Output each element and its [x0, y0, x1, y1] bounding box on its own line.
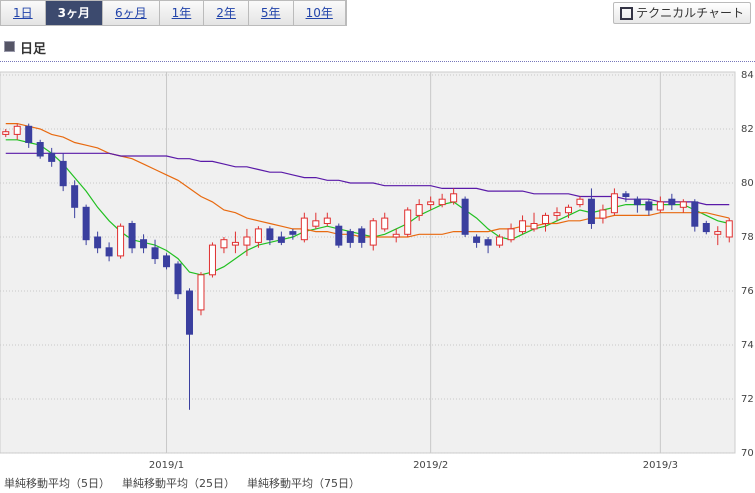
legend-entry: 単純移動平均（25日）: [122, 476, 235, 490]
period-tab[interactable]: 3ヶ月: [45, 1, 103, 25]
candle-body: [277, 236, 285, 243]
candle-body: [289, 231, 297, 235]
candle-body: [668, 198, 676, 206]
candle-body: [71, 185, 79, 208]
candle-body: [381, 217, 389, 230]
candle-body: [174, 263, 182, 295]
candle-body: [300, 217, 308, 241]
y-tick-label: 78: [741, 232, 754, 243]
candle-body: [438, 198, 446, 206]
y-tick-label: 76: [741, 286, 754, 297]
candle-body: [220, 239, 228, 249]
period-tab[interactable]: 1年: [159, 1, 205, 25]
candle-body: [36, 142, 44, 157]
candle-body: [151, 247, 159, 260]
candle-body: [358, 228, 366, 243]
candle-body: [208, 244, 216, 276]
candle-body: [94, 236, 102, 249]
candle-body: [404, 209, 412, 235]
candle-body: [427, 201, 435, 206]
candle-body: [312, 220, 320, 227]
candle-body: [519, 220, 527, 233]
y-tick-label: 82: [741, 124, 754, 135]
period-tab[interactable]: 2年: [204, 1, 249, 25]
candle-body: [105, 247, 113, 257]
candle-body: [599, 209, 607, 219]
candle-body: [25, 125, 33, 144]
candle-body: [691, 201, 699, 227]
technical-chart-button[interactable]: テクニカルチャート: [613, 2, 751, 24]
candle-body: [59, 160, 67, 187]
x-tick-label: 2019/2: [413, 460, 448, 471]
candle-body: [564, 206, 572, 214]
period-tab[interactable]: 6ヶ月: [103, 1, 160, 25]
candle-body: [48, 152, 56, 162]
period-tab[interactable]: 10年: [293, 1, 346, 25]
candle-body: [576, 198, 584, 206]
divider: [0, 61, 755, 62]
candle-body: [450, 193, 458, 203]
candle-body: [473, 236, 481, 243]
legend-entry: 単純移動平均（75日）: [247, 476, 360, 490]
candle-body: [496, 236, 504, 246]
candle-body: [530, 223, 538, 230]
candle-body: [725, 220, 733, 238]
y-tick-label: 70: [741, 448, 754, 459]
candle-body: [128, 223, 136, 249]
candle-body: [461, 198, 469, 235]
candle-body: [702, 223, 710, 233]
period-tabs: 1日 3ヶ月 6ヶ月 1年 2年 5年 10年: [0, 0, 347, 26]
x-tick-label: 2019/3: [643, 460, 678, 471]
plot-area: [0, 71, 736, 454]
candle-body: [656, 201, 664, 211]
candle-body: [117, 225, 125, 257]
candle-body: [163, 255, 171, 268]
section-heading: 日足: [4, 38, 46, 57]
candle-body: [587, 198, 595, 224]
candle-body: [140, 239, 148, 249]
moving-average-line: [5, 139, 730, 276]
moving-average-line: [5, 152, 730, 206]
candle-body: [82, 206, 90, 241]
candle-body: [542, 214, 550, 224]
period-tab[interactable]: 5年: [248, 1, 294, 25]
candle-body: [415, 204, 423, 216]
period-tab[interactable]: 1日: [1, 1, 46, 25]
candle-body: [553, 212, 561, 216]
candle-body: [645, 201, 653, 211]
candle-body: [185, 290, 193, 335]
candle-body: [243, 236, 251, 246]
candle-body: [622, 193, 630, 198]
y-tick-label: 80: [741, 178, 754, 189]
candle-body: [323, 217, 331, 225]
candle-body: [254, 228, 262, 243]
x-tick-label: 2019/1: [149, 460, 184, 471]
candle-body: [197, 274, 205, 311]
candle-body: [610, 193, 618, 214]
candle-body: [2, 131, 10, 135]
y-tick-label: 84: [741, 70, 754, 81]
candle-body: [231, 241, 239, 246]
candle-body: [633, 198, 641, 206]
candle-body: [369, 220, 377, 246]
y-tick-label: 74: [741, 340, 754, 351]
y-tick-label: 72: [741, 394, 754, 405]
candle-body: [484, 239, 492, 246]
candle-body: [714, 231, 722, 235]
candle-body: [507, 228, 515, 241]
candle-body: [266, 228, 274, 241]
candle-body: [335, 225, 343, 246]
candle-body: [346, 231, 354, 243]
candle-body: [13, 125, 21, 135]
candle-body: [392, 233, 400, 238]
moving-average-line: [5, 122, 730, 238]
legend-entry: 単純移動平均（5日）: [4, 476, 110, 490]
candle-body: [679, 201, 687, 208]
